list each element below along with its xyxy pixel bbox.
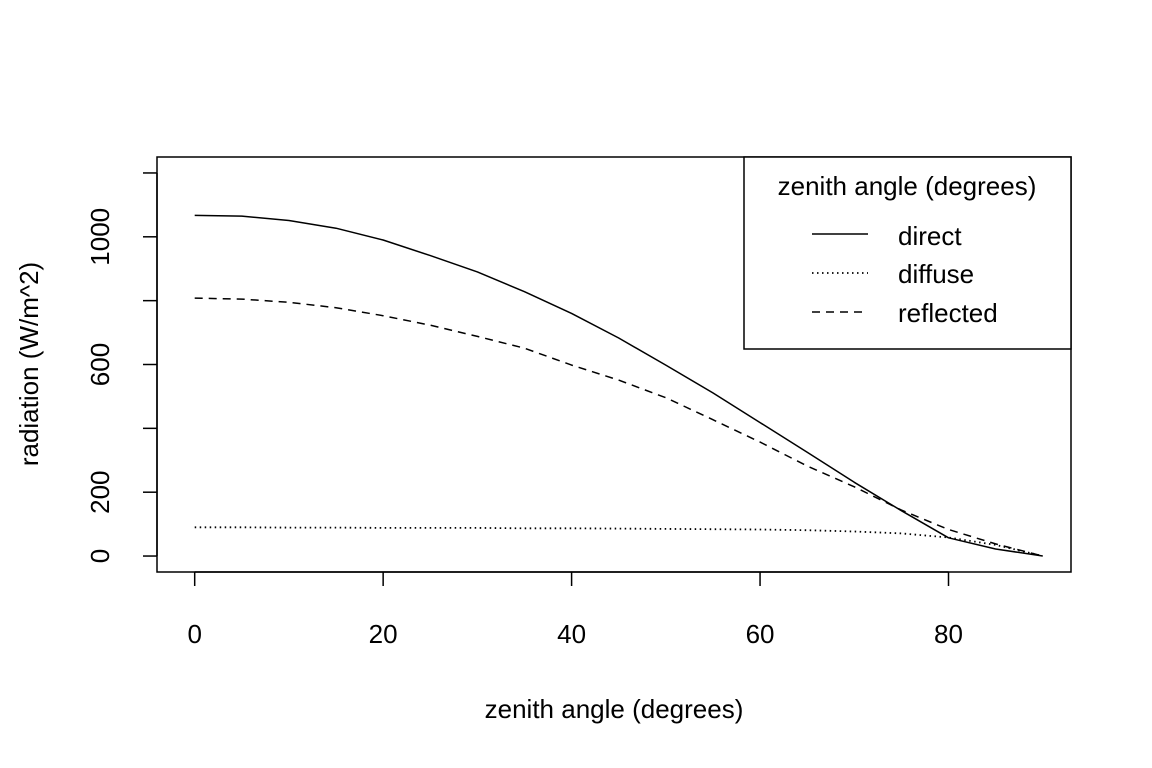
legend-label-diffuse: diffuse bbox=[898, 259, 974, 289]
series-line-reflected bbox=[194, 297, 1043, 557]
y-axis: 0 200 600 1000 bbox=[85, 172, 158, 563]
legend-title: zenith angle (degrees) bbox=[778, 171, 1037, 201]
x-tick-label: 20 bbox=[369, 619, 398, 649]
y-tick-label: 600 bbox=[85, 343, 115, 386]
x-tick-label: 60 bbox=[746, 619, 775, 649]
x-tick-label: 80 bbox=[934, 619, 963, 649]
y-axis-title: radiation (W/m^2) bbox=[14, 262, 44, 466]
x-tick-label: 40 bbox=[557, 619, 586, 649]
x-tick-label: 0 bbox=[187, 619, 201, 649]
x-axis: 0 20 40 60 80 bbox=[187, 571, 963, 649]
y-tick-label: 200 bbox=[85, 470, 115, 513]
legend-label-reflected: reflected bbox=[898, 298, 998, 328]
y-tick-label: 1000 bbox=[85, 208, 115, 266]
series-line-diffuse bbox=[194, 526, 1043, 557]
legend-box bbox=[743, 156, 1072, 350]
series-layer bbox=[194, 214, 1043, 557]
y-tick-label: 0 bbox=[85, 549, 115, 563]
legend-label-direct: direct bbox=[898, 221, 962, 251]
legend: zenith angle (degrees) direct diffuse re… bbox=[743, 156, 1072, 350]
x-axis-title: zenith angle (degrees) bbox=[485, 694, 744, 724]
